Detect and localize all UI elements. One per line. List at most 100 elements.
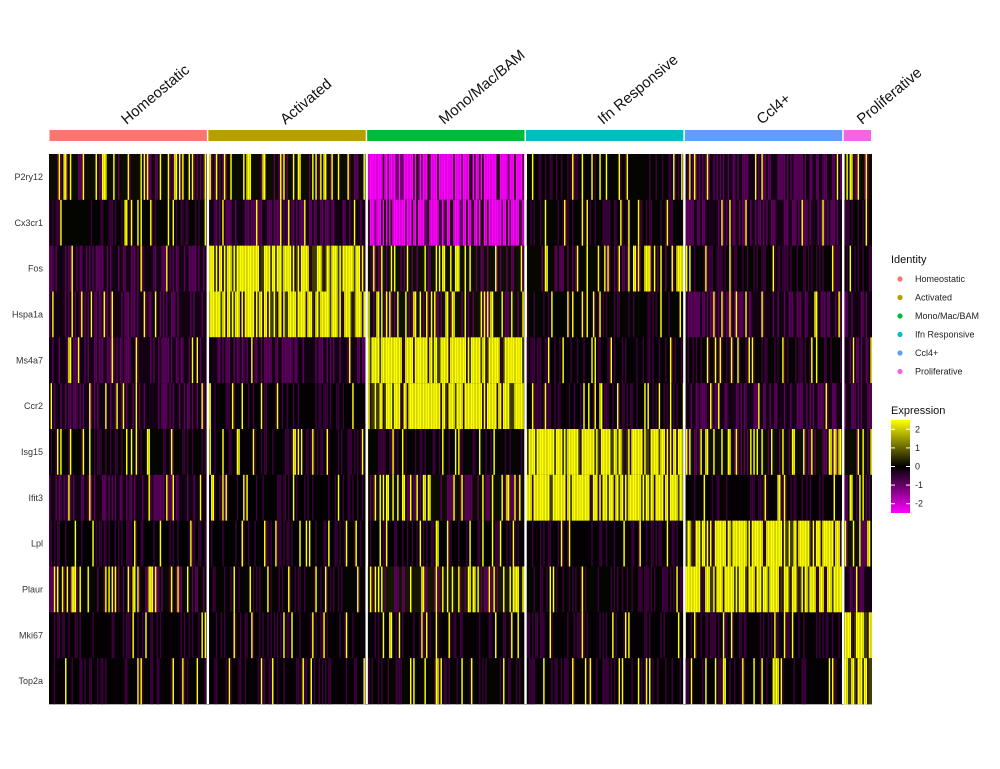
cell-stripe bbox=[435, 658, 438, 705]
cell-stripe bbox=[424, 612, 426, 659]
cell-stripe bbox=[320, 566, 322, 613]
cell-stripe bbox=[767, 383, 770, 430]
heatmap-cell-block bbox=[49, 429, 208, 476]
cell-stripe bbox=[618, 429, 621, 476]
cell-stripe bbox=[705, 383, 707, 430]
cell-stripe bbox=[336, 337, 338, 384]
cell-stripe bbox=[148, 429, 150, 476]
cell-stripe bbox=[480, 199, 483, 246]
cell-stripe bbox=[485, 337, 487, 384]
cell-stripe bbox=[573, 429, 576, 476]
cell-stripe bbox=[710, 520, 712, 567]
cell-stripe bbox=[140, 291, 142, 338]
cell-stripe bbox=[121, 337, 123, 384]
cell-stripe bbox=[743, 429, 746, 476]
cell-stripe bbox=[865, 383, 868, 430]
cell-stripe bbox=[674, 337, 677, 384]
cell-stripe bbox=[397, 199, 399, 246]
cell-stripe bbox=[658, 474, 661, 521]
cell-stripe bbox=[867, 566, 869, 613]
cell-stripe bbox=[690, 291, 693, 338]
cell-stripe bbox=[332, 199, 335, 246]
cell-stripe bbox=[400, 337, 402, 384]
cell-stripe bbox=[645, 566, 648, 613]
cell-stripe bbox=[620, 199, 622, 246]
cell-stripe bbox=[650, 520, 653, 567]
cell-stripe bbox=[498, 154, 500, 201]
cell-stripe bbox=[336, 520, 338, 567]
cell-stripe bbox=[613, 291, 616, 338]
cell-stripe bbox=[77, 245, 80, 292]
cell-stripe bbox=[429, 383, 431, 430]
cell-stripe bbox=[543, 658, 545, 705]
cell-stripe bbox=[159, 520, 162, 567]
cell-stripe bbox=[395, 658, 397, 705]
cell-stripe bbox=[490, 429, 492, 476]
cell-stripe bbox=[511, 612, 513, 659]
cell-stripe bbox=[726, 199, 728, 246]
cell-stripe bbox=[57, 199, 59, 246]
cell-stripe bbox=[730, 245, 733, 292]
identity-legend-swatch bbox=[897, 368, 903, 375]
heatmap-cell-block bbox=[525, 337, 685, 384]
cell-stripe bbox=[822, 520, 824, 567]
cell-stripe bbox=[180, 337, 182, 384]
cell-stripe bbox=[474, 383, 476, 430]
cell-stripe bbox=[349, 245, 351, 292]
cell-stripe bbox=[761, 154, 763, 201]
cell-stripe bbox=[454, 429, 457, 476]
cell-stripe bbox=[297, 429, 300, 476]
cell-stripe bbox=[702, 658, 704, 705]
cell-stripe bbox=[316, 245, 319, 292]
cell-stripe bbox=[220, 245, 223, 292]
cell-stripe bbox=[307, 291, 309, 338]
cell-stripe bbox=[771, 612, 773, 659]
cell-stripe bbox=[424, 199, 426, 246]
cell-stripe bbox=[90, 474, 93, 521]
cell-stripe bbox=[796, 199, 799, 246]
cell-stripe bbox=[868, 612, 871, 659]
cell-stripe bbox=[84, 291, 86, 338]
cell-stripe bbox=[217, 337, 219, 384]
cell-stripe bbox=[100, 474, 102, 521]
cell-stripe bbox=[568, 429, 571, 476]
cell-stripe bbox=[81, 154, 83, 201]
cell-stripe bbox=[839, 154, 842, 201]
cell-stripe bbox=[288, 199, 290, 246]
cell-stripe bbox=[766, 337, 768, 384]
heatmap-cell-block bbox=[843, 429, 872, 476]
cell-stripe bbox=[162, 383, 165, 430]
cell-stripe bbox=[401, 383, 404, 430]
cell-stripe bbox=[706, 520, 709, 567]
cell-stripe bbox=[459, 612, 462, 659]
cell-stripe bbox=[276, 474, 279, 521]
cell-stripe bbox=[490, 337, 492, 384]
cell-stripe bbox=[610, 474, 612, 521]
cell-stripe bbox=[329, 245, 332, 292]
cell-stripe bbox=[411, 154, 414, 201]
cell-stripe bbox=[135, 291, 138, 338]
cell-stripe bbox=[142, 383, 144, 430]
cell-stripe bbox=[576, 429, 579, 476]
cell-stripe bbox=[801, 337, 803, 384]
cell-stripe bbox=[186, 429, 189, 476]
cell-stripe bbox=[631, 429, 633, 476]
cell-stripe bbox=[729, 291, 731, 338]
cell-stripe bbox=[227, 199, 229, 246]
cell-stripe bbox=[729, 658, 731, 705]
cell-stripe bbox=[480, 383, 483, 430]
cell-stripe bbox=[451, 154, 454, 201]
identity-legend-title: Identity bbox=[891, 254, 927, 266]
cell-stripe bbox=[204, 520, 207, 567]
cell-stripe bbox=[565, 474, 568, 521]
cell-stripe bbox=[307, 245, 309, 292]
cell-stripe bbox=[61, 245, 64, 292]
cell-stripe bbox=[326, 429, 329, 476]
cell-stripe bbox=[410, 337, 412, 384]
cell-stripe bbox=[533, 658, 535, 705]
cell-stripe bbox=[458, 337, 460, 384]
cell-stripe bbox=[636, 429, 638, 476]
cell-stripe bbox=[82, 245, 85, 292]
cell-stripe bbox=[339, 245, 341, 292]
cell-stripe bbox=[512, 154, 515, 201]
